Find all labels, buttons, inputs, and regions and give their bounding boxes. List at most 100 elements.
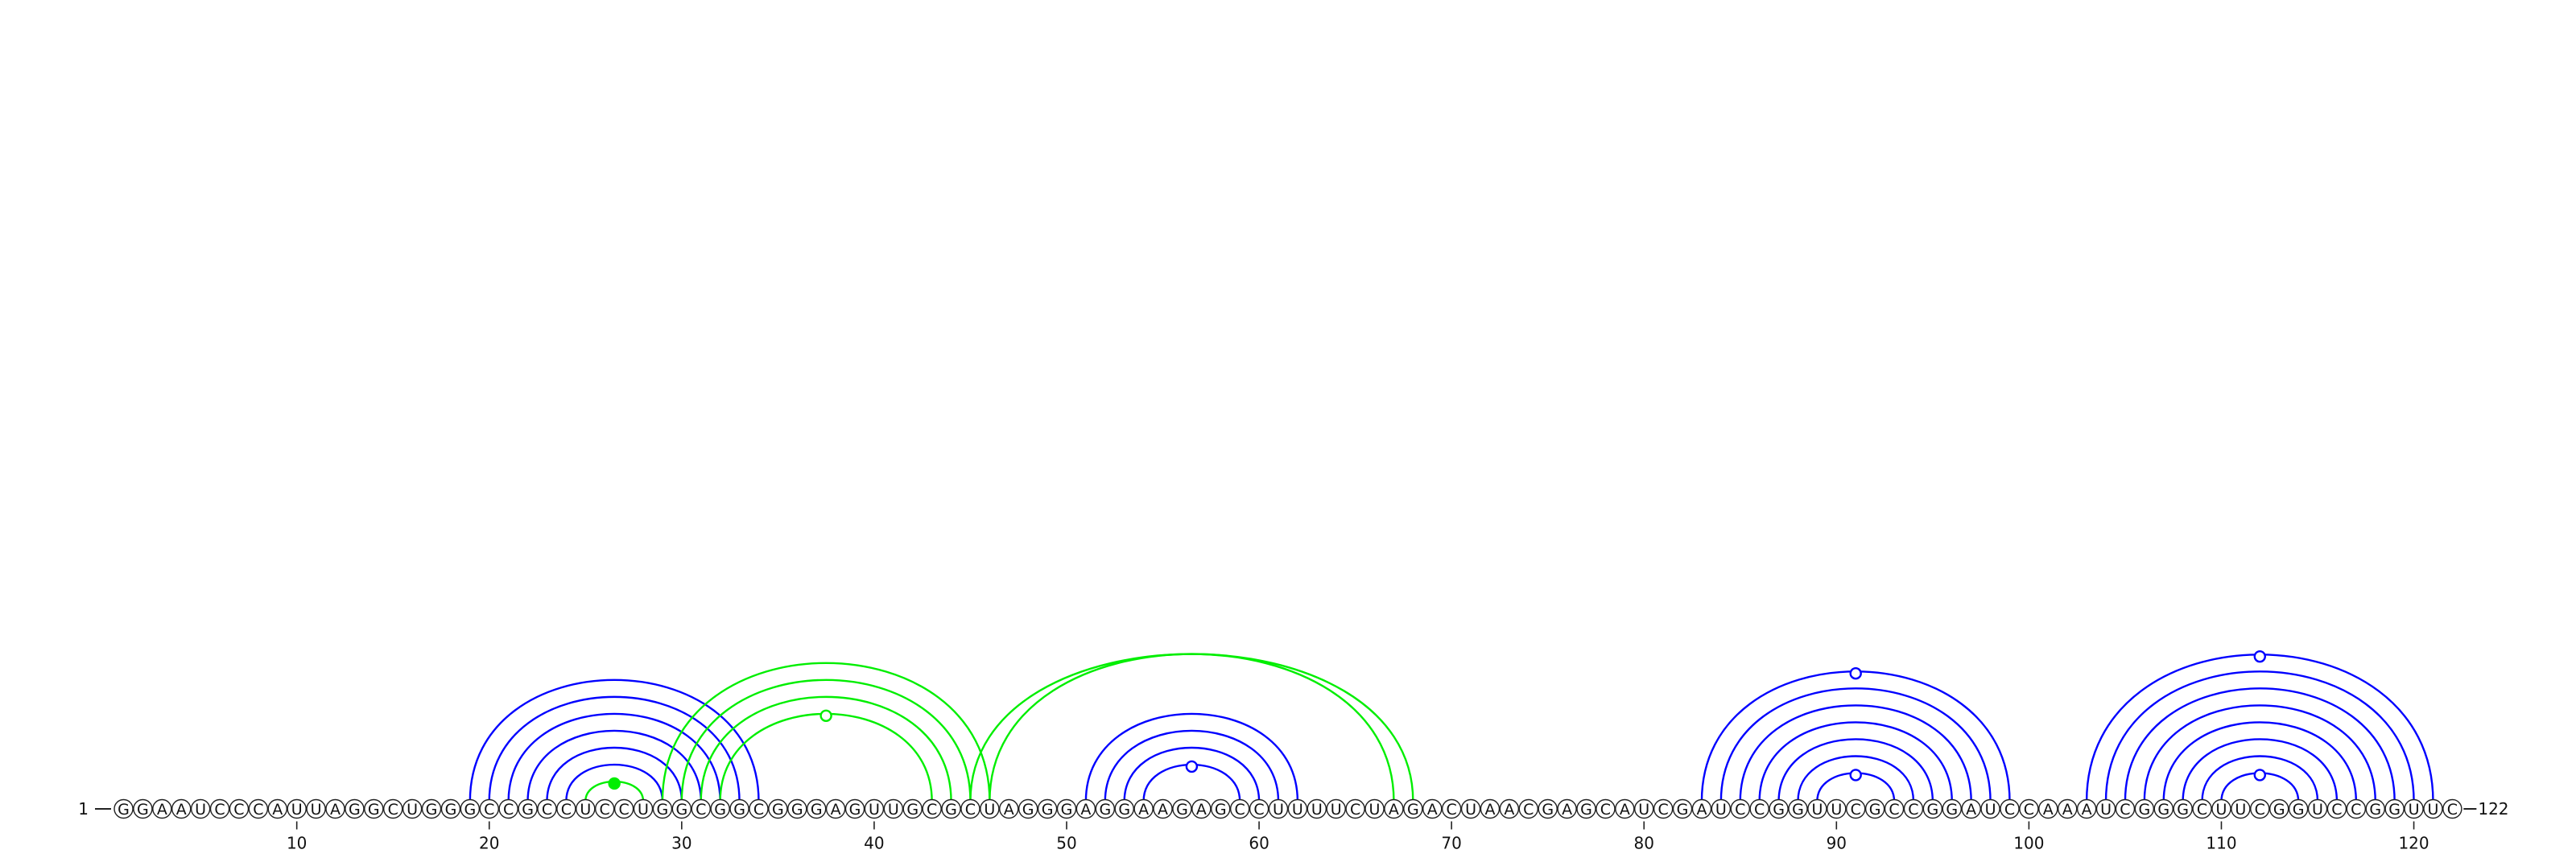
arc-32-43 xyxy=(719,712,933,802)
base-letter-69: A xyxy=(1427,801,1438,819)
base-25: U xyxy=(576,798,596,819)
base-letter-49: G xyxy=(1042,801,1054,819)
tick-label-70: 70 xyxy=(1441,834,1461,853)
base-circle-6 xyxy=(209,798,230,819)
base-61: U xyxy=(1268,798,1289,819)
base-90: U xyxy=(1827,798,1847,819)
base-109: C xyxy=(2192,798,2212,819)
base-83: A xyxy=(1691,798,1712,819)
base-95: G xyxy=(1922,798,1943,819)
base-circle-38 xyxy=(825,798,846,819)
base-letter-27: C xyxy=(618,801,629,819)
base-79: A xyxy=(1615,798,1635,819)
base-circle-91 xyxy=(1846,798,1866,819)
base-circle-34 xyxy=(749,798,769,819)
base-93: C xyxy=(1884,798,1905,819)
base-circle-49 xyxy=(1037,798,1058,819)
base-letter-47: A xyxy=(1004,801,1014,819)
base-119: G xyxy=(2384,798,2405,819)
arc-22-31 xyxy=(526,729,702,802)
base-47: A xyxy=(999,798,1019,819)
base-circle-76 xyxy=(1557,798,1577,819)
base-circle-25 xyxy=(576,798,596,819)
base-letter-32: G xyxy=(714,801,726,819)
base-circle-52 xyxy=(1095,798,1116,819)
arc-53-60 xyxy=(1123,746,1261,802)
base-letter-23: C xyxy=(542,801,552,819)
base-letter-54: A xyxy=(1138,801,1149,819)
base-100: C xyxy=(2019,798,2039,819)
base-letter-44: G xyxy=(945,801,957,819)
base-20: C xyxy=(479,798,499,819)
base-letter-42: G xyxy=(906,801,919,819)
base-23: C xyxy=(537,798,557,819)
base-letter-109: C xyxy=(2197,801,2207,819)
base-circle-66 xyxy=(1364,798,1385,819)
base-circle-56 xyxy=(1172,798,1192,819)
base-28: U xyxy=(633,798,654,819)
base-circle-39 xyxy=(844,798,865,819)
base-circle-60 xyxy=(1249,798,1269,819)
base-letter-68: G xyxy=(1407,801,1419,819)
base-circle-85 xyxy=(1730,798,1750,819)
base-letter-75: G xyxy=(1542,801,1554,819)
arc-86-96 xyxy=(1758,721,1953,802)
base-6: C xyxy=(209,798,230,819)
base-70: C xyxy=(1441,798,1462,819)
base-circle-41 xyxy=(883,798,904,819)
base-29: G xyxy=(652,798,673,819)
base-letter-13: G xyxy=(349,801,361,819)
base-58: G xyxy=(1211,798,1231,819)
base-circle-42 xyxy=(902,798,923,819)
base-letter-7: C xyxy=(233,801,244,819)
base-64: U xyxy=(1326,798,1346,819)
base-letter-80: U xyxy=(1638,801,1649,819)
base-34: C xyxy=(749,798,769,819)
arc-52-61 xyxy=(1104,729,1280,802)
base-circle-18 xyxy=(440,798,461,819)
base-letter-121: U xyxy=(2427,801,2438,819)
base-letter-104: U xyxy=(2100,801,2112,819)
base-circle-65 xyxy=(1345,798,1365,819)
base-111: U xyxy=(2231,798,2251,819)
base-circle-100 xyxy=(2019,798,2039,819)
arc-marker-110-114 xyxy=(2253,769,2266,782)
base-letter-70: C xyxy=(1447,801,1457,819)
base-letter-63: U xyxy=(1311,801,1323,819)
base-letter-78: C xyxy=(1600,801,1611,819)
tick-label-90: 90 xyxy=(1827,834,1847,853)
base-circle-24 xyxy=(556,798,576,819)
base-letter-56: G xyxy=(1176,801,1188,819)
base-122: C xyxy=(2442,798,2462,819)
base-letter-20: C xyxy=(484,801,494,819)
base-88: G xyxy=(1788,798,1808,819)
base-45: C xyxy=(960,798,980,819)
arc-85-97 xyxy=(1739,704,1972,802)
base-72: A xyxy=(1480,798,1501,819)
base-circle-102 xyxy=(2058,798,2078,819)
tick-label-80: 80 xyxy=(1634,834,1654,853)
base-letter-46: U xyxy=(984,801,995,819)
base-letter-58: G xyxy=(1215,801,1227,819)
base-letter-65: C xyxy=(1350,801,1360,819)
base-120: U xyxy=(2404,798,2424,819)
base-letter-30: G xyxy=(675,801,687,819)
base-circle-115 xyxy=(2307,798,2328,819)
base-56: G xyxy=(1172,798,1192,819)
base-circle-46 xyxy=(980,798,1000,819)
base-circle-43 xyxy=(922,798,942,819)
base-letter-35: G xyxy=(772,801,784,819)
base-circle-55 xyxy=(1153,798,1173,819)
base-circle-70 xyxy=(1441,798,1462,819)
base-101: A xyxy=(2038,798,2058,819)
base-circle-13 xyxy=(345,798,365,819)
base-18: G xyxy=(440,798,461,819)
base-circle-31 xyxy=(691,798,711,819)
base-circle-109 xyxy=(2192,798,2212,819)
base-63: U xyxy=(1307,798,1327,819)
base-circle-62 xyxy=(1287,798,1308,819)
base-circle-2 xyxy=(133,798,153,819)
base-letter-6: C xyxy=(214,801,225,819)
